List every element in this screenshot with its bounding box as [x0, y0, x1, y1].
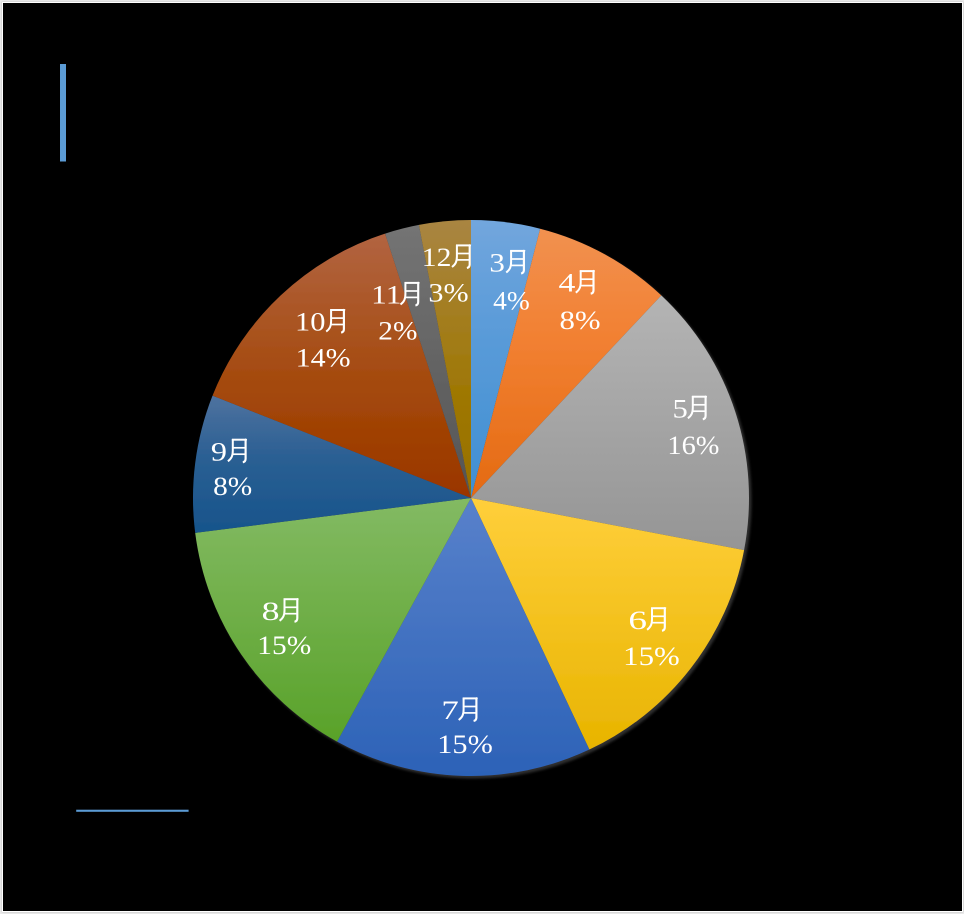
svg-text:15%: 15% [623, 642, 680, 671]
svg-text:8: 8 [262, 597, 280, 626]
svg-text:4%: 4% [493, 286, 530, 315]
svg-text:8%: 8% [560, 306, 601, 335]
svg-text:12: 12 [422, 243, 452, 272]
svg-text:10: 10 [295, 308, 325, 337]
svg-text:5: 5 [673, 394, 688, 423]
svg-text:15%: 15% [437, 730, 493, 759]
svg-text:8%: 8% [213, 472, 252, 501]
svg-text:9: 9 [211, 437, 227, 466]
svg-text:15%: 15% [257, 631, 311, 660]
svg-text:7: 7 [441, 696, 458, 725]
svg-text:11: 11 [371, 281, 401, 310]
svg-text:4: 4 [559, 269, 576, 298]
svg-text:6: 6 [628, 606, 647, 635]
svg-text:3: 3 [489, 249, 505, 278]
svg-text:16%: 16% [667, 431, 719, 460]
svg-text:14%: 14% [296, 344, 351, 373]
svg-text:3%: 3% [428, 279, 468, 308]
svg-text:2%: 2% [378, 317, 417, 346]
